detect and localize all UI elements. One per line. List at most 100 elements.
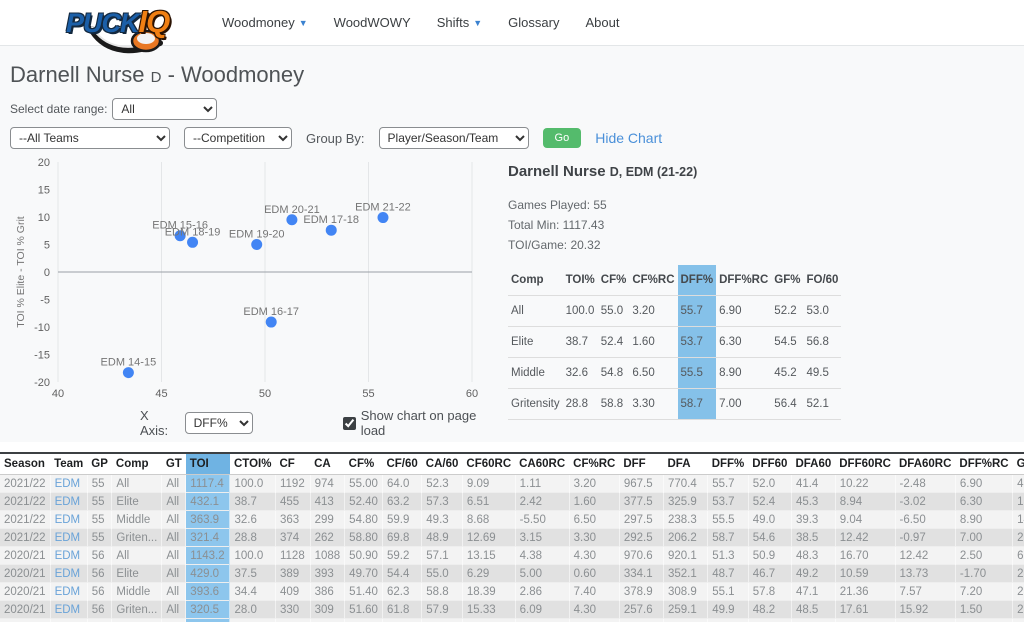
team-link[interactable]: EDM — [54, 603, 81, 616]
team-link[interactable]: EDM — [54, 585, 81, 598]
cell-gf: 12 — [1012, 492, 1024, 511]
nav-item-shifts[interactable]: Shifts ▼ — [436, 15, 483, 30]
cell-dff-rc: 8.90 — [955, 510, 1014, 529]
team-link[interactable]: EDM — [54, 567, 81, 580]
table-row: 2020/21 EDM 56 All All 1143.2 100.0 1128 1088 50.… — [0, 546, 1024, 565]
group-by-select[interactable]: Player/Season/Team — [378, 127, 529, 149]
nav-item-about[interactable]: About — [585, 15, 620, 30]
cell-ctoi-: 32.6 — [229, 510, 276, 529]
cell-cf-60: 62.3 — [382, 582, 423, 601]
cell-dfa60rc: -3.02 — [895, 492, 956, 511]
data-point — [174, 230, 186, 242]
team-link[interactable]: EDM — [54, 495, 81, 508]
cell-ca-60: 52.3 — [421, 474, 463, 493]
cell-ca60rc: 3.15 — [515, 528, 570, 547]
col-dff: DFF — [619, 452, 664, 475]
x-tick-label: 50 — [259, 388, 271, 400]
x-tick-label: 55 — [362, 388, 374, 400]
team-link[interactable]: EDM — [54, 531, 81, 544]
cell-toi: 321.4 — [185, 528, 231, 547]
cell-dff: 334.1 — [619, 564, 665, 583]
puckiq-logo[interactable]: PUCKIQ — [58, 2, 218, 60]
cell-dff: 967.5 — [619, 474, 665, 493]
cell-dff60rc: 9.04 — [835, 510, 896, 529]
games-played-stat: Games Played: 55 — [508, 198, 607, 212]
cell-ca: 386 — [310, 582, 346, 601]
logo-iq-text: IQ — [138, 4, 171, 39]
nav-item-woodwowy[interactable]: WoodWOWY — [333, 15, 411, 30]
cell-comp: Gritensity — [508, 388, 563, 421]
cell-dfa: 920.1 — [663, 546, 709, 565]
cell-dff60: 44.8 — [748, 618, 792, 622]
show-chart-checkbox[interactable] — [342, 416, 356, 430]
col-dff-rc: DFF%RC — [955, 452, 1013, 475]
y-axis-title: TOI % Elite - TOI % Grit — [15, 216, 27, 328]
col-toi-: TOI% — [562, 265, 598, 297]
cell-fo-60: 49.5 — [803, 357, 842, 390]
cell-ca-60: 49.3 — [421, 510, 463, 529]
cell-ctoi-: 28.0 — [229, 600, 276, 619]
team-link[interactable]: EDM — [54, 549, 81, 562]
hide-chart-link[interactable]: Hide Chart — [595, 130, 663, 146]
y-tick-label: 20 — [38, 157, 50, 169]
chevron-down-icon: ▼ — [298, 18, 308, 28]
show-chart-label: Show chart on page load — [360, 408, 477, 438]
cell-season: 2021/22 — [0, 510, 51, 529]
cell-gf: 22 — [1012, 528, 1024, 547]
y-tick-label: -5 — [40, 295, 50, 307]
team-link[interactable]: EDM — [54, 513, 81, 526]
cell-dff-: 53.7 — [707, 492, 749, 511]
cell-dff60rc: 10.59 — [835, 564, 896, 583]
cell-cf-60: 55.2 — [382, 618, 423, 622]
col-dff-: DFF% — [707, 452, 749, 475]
cell-cf-60: 61.8 — [382, 600, 423, 619]
cell-cf-: 51.60 — [344, 600, 383, 619]
competition-select[interactable]: --Competition — [184, 127, 292, 149]
cell-team: EDM — [50, 510, 88, 529]
cell-cf-: 58.80 — [344, 528, 383, 547]
nav-item-woodmoney[interactable]: Woodmoney ▼ — [222, 15, 308, 30]
data-point-label: EDM 21-22 — [355, 202, 411, 214]
cell-dff: 377.5 — [619, 492, 665, 511]
cell-toi-: 38.7 — [562, 326, 598, 359]
chart-and-summary-row: 40 45 50 55 60 20 15 10 5 0 -5 -10 -15 -20 TOI % Elite… — [10, 157, 1014, 442]
cell-ca-60: 57.3 — [421, 492, 463, 511]
cell-cf-60: 64.0 — [382, 474, 423, 493]
data-point-label: EDM 14-15 — [101, 357, 157, 369]
cell-ca60rc: 2.86 — [515, 582, 570, 601]
cell-gf-: 52.2 — [771, 295, 804, 328]
cell-cf: 1128 — [275, 546, 311, 565]
x-axis-select[interactable]: DFF% — [184, 412, 253, 434]
cell-dff-rc: 6.90 — [955, 474, 1014, 493]
y-tick-label: -10 — [34, 322, 50, 334]
cell-dfa60: 45.6 — [791, 618, 836, 622]
table-row: 2020/21 EDM 56 Elite All 429.0 37.5 389 393 49.70… — [0, 564, 1024, 583]
cell-cf60rc: 8.68 — [462, 510, 516, 529]
cell-gp: 56 — [87, 600, 113, 619]
nav-item-glossary[interactable]: Glossary — [508, 15, 560, 30]
teams-select[interactable]: --All Teams — [10, 127, 170, 149]
cell-dff-rc: 1.50 — [955, 600, 1014, 619]
cell-ctoi-: 100.0 — [229, 618, 276, 622]
stats-table-section: Season Team GP Comp GT TOI CTOI% CF CA CF% CF/60 CA… — [0, 452, 1024, 622]
cell-cf-rc: 3.30 — [629, 388, 678, 421]
cell-fo-60: 52.1 — [803, 388, 842, 421]
cell-ca60rc: 2.83 — [515, 618, 570, 622]
cell-gp: 55 — [87, 510, 113, 529]
team-link[interactable]: EDM — [54, 477, 81, 490]
table-row: All 100.0 55.0 3.20 55.7 6.90 52.2 53.0 — [508, 295, 842, 328]
page-content: Darnell Nurse D - Woodmoney Select date … — [0, 46, 1024, 442]
cell-dff60: 57.8 — [748, 582, 792, 601]
go-button[interactable]: Go — [542, 128, 582, 148]
col-cf-: CF% — [597, 265, 630, 297]
cell-cf60rc: 12.69 — [462, 528, 516, 547]
col-cf-: CF% — [344, 452, 383, 475]
cell-gt: All — [161, 546, 187, 565]
cell-toi: 429.0 — [185, 564, 231, 583]
cell-dff: 292.5 — [619, 528, 665, 547]
cell-gt: All — [161, 582, 187, 601]
cell-season: 2019/20 — [0, 618, 51, 622]
date-range-select[interactable]: All — [112, 98, 218, 120]
cell-cf-rc: 3.20 — [569, 474, 620, 493]
